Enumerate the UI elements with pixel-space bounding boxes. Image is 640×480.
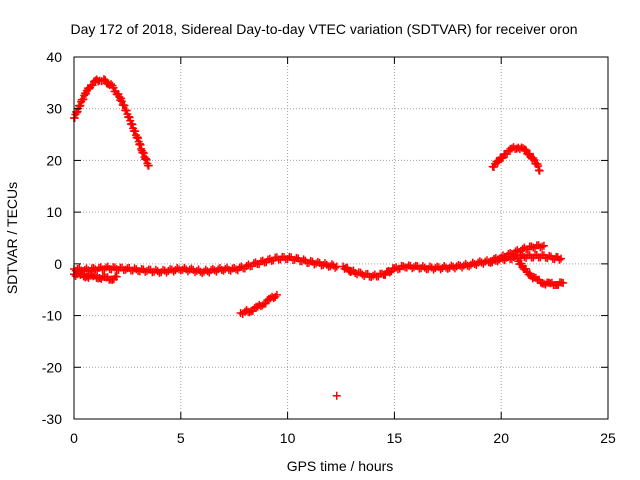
lower-branch-point xyxy=(517,259,526,268)
early-dip-point xyxy=(112,272,121,281)
second-track-point xyxy=(399,262,408,271)
arc-early-high-point xyxy=(144,161,153,170)
main-track-point xyxy=(235,263,244,272)
arc-late-point xyxy=(521,146,530,155)
second-track-point xyxy=(477,258,486,267)
arc-early-high-point xyxy=(117,97,126,106)
upper-branch-point xyxy=(538,242,547,251)
main-track-point xyxy=(102,263,111,272)
main-track-point xyxy=(142,266,151,275)
arc-early-high-point xyxy=(116,96,125,105)
main-track-point xyxy=(320,259,329,268)
y-tick-label: -10 xyxy=(42,308,62,324)
lower-branch-point xyxy=(521,264,530,273)
x-tick-label: 0 xyxy=(70,430,78,446)
main-track-point xyxy=(231,265,240,274)
main-track-point xyxy=(313,257,322,266)
second-track-point xyxy=(385,268,394,277)
x-tick-label: 10 xyxy=(280,430,296,446)
upper-branch-point xyxy=(506,249,515,258)
main-track-point xyxy=(224,265,233,274)
arc-late-point xyxy=(535,166,544,175)
upper-branch-point xyxy=(498,251,507,260)
second-track-point xyxy=(465,262,474,271)
data-points xyxy=(70,75,568,400)
y-tick-label: 40 xyxy=(46,49,62,65)
main-track-point xyxy=(192,266,201,275)
main-track-point xyxy=(121,265,130,274)
x-tick-label: 5 xyxy=(177,430,185,446)
upper-branch-point xyxy=(539,241,548,250)
upper-branch-point xyxy=(513,246,522,255)
x-tick-label: 20 xyxy=(493,430,509,446)
upper-branch-point xyxy=(520,243,529,252)
upper-branch-point xyxy=(527,242,536,251)
axis-ticks: 0 5 10 15 20 25 -30 -20 -10 0 10 20 30 40 xyxy=(42,49,616,446)
y-axis-label: SDTVAR / TECUs xyxy=(4,182,20,294)
main-track-point xyxy=(331,263,340,272)
arc-late-point xyxy=(530,155,539,164)
arc-early-high-point xyxy=(88,81,97,90)
main-track-point xyxy=(187,264,196,273)
upper-branch-point xyxy=(486,257,495,266)
arc-early-high-point xyxy=(79,95,88,104)
arc-early-high-point xyxy=(120,101,129,110)
x-tick-label: 25 xyxy=(600,430,616,446)
main-track-point xyxy=(198,269,207,278)
arc-late-point xyxy=(525,149,534,158)
arc-late-point xyxy=(520,145,529,154)
main-track-point xyxy=(251,258,260,267)
y-tick-label: 20 xyxy=(46,152,62,168)
y-tick-label: 10 xyxy=(46,204,62,220)
main-track-point xyxy=(290,255,299,264)
main-track-point xyxy=(306,256,315,265)
second-track-point xyxy=(431,264,440,273)
y-tick-label: -20 xyxy=(42,359,62,375)
main-track-point xyxy=(112,265,121,274)
y-tick-label: 30 xyxy=(46,101,62,117)
main-track-point xyxy=(210,266,219,275)
main-track-point xyxy=(94,263,103,272)
second-track-point xyxy=(409,263,418,272)
main-track-point xyxy=(203,267,212,276)
second-track-point xyxy=(458,263,467,272)
main-track-point xyxy=(180,263,189,272)
second-track-point xyxy=(347,267,356,276)
plot-frame xyxy=(73,56,609,420)
main-track-point xyxy=(169,267,178,276)
y-tick-label: 0 xyxy=(54,256,62,272)
y-tick-label: -30 xyxy=(42,411,62,427)
arc-early-high-point xyxy=(99,75,108,84)
main-track-point xyxy=(153,267,162,276)
x-tick-label: 15 xyxy=(387,430,403,446)
main-track-point xyxy=(249,259,258,268)
second-track-point xyxy=(463,261,472,270)
second-track-point xyxy=(470,260,479,269)
main-track-point xyxy=(258,256,267,265)
outlier-point xyxy=(332,391,341,400)
second-track-point xyxy=(555,255,564,264)
main-track-point xyxy=(299,255,308,264)
main-track-point xyxy=(221,264,230,273)
neg-segment-point xyxy=(272,290,281,299)
main-track-point xyxy=(244,260,253,269)
second-track-point xyxy=(420,263,429,272)
x-axis-label: GPS time / hours xyxy=(287,458,394,474)
second-track-point xyxy=(557,254,566,263)
lower-branch-point xyxy=(559,278,568,287)
chart-title: Day 172 of 2018, Sidereal Day-to-day VTE… xyxy=(70,21,577,37)
